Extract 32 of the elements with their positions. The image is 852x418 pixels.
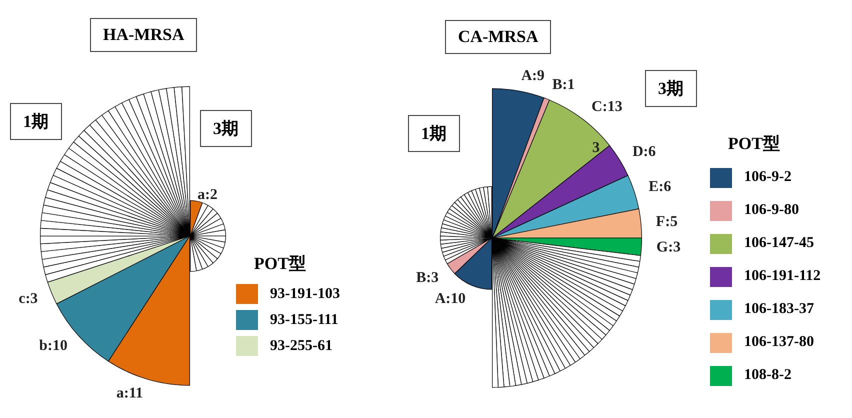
data-label: A:10	[434, 290, 466, 307]
data-label: a:11	[116, 386, 144, 402]
chart-title: HA-MRSA	[90, 18, 198, 52]
data-label: G:3	[656, 240, 681, 256]
text: 1期	[10, 103, 62, 140]
legend-label: 106-9-80	[744, 202, 799, 219]
legend-label: 108-8-2	[744, 367, 792, 384]
data-label: D:6	[632, 144, 656, 160]
legend-title: POT型	[254, 253, 307, 275]
data-label: B:3	[416, 270, 439, 286]
data-label: c:3	[18, 290, 38, 307]
legend-label: 106-137-80	[744, 334, 814, 351]
data-label: E:6	[648, 179, 672, 196]
legend-label: 106-191-112	[744, 268, 821, 285]
data-label: F:5	[656, 214, 678, 230]
data-label: A:9	[521, 68, 545, 84]
legend-label: 93-155-111	[270, 312, 338, 328]
legend-label: 106-183-37	[744, 301, 814, 318]
text: 3期	[645, 70, 696, 107]
chart-subtitle: 1期	[408, 115, 460, 152]
text: 3	[592, 140, 600, 156]
data-label: b:10	[39, 338, 68, 354]
legend-label: 93-255-61	[270, 338, 332, 354]
data-label: C:13	[592, 98, 622, 115]
legend-title: POT型	[728, 133, 781, 155]
legend-label: 106-9-2	[744, 169, 792, 186]
legend-label: 93-191-103	[270, 286, 340, 302]
data-label: a:2	[197, 187, 218, 204]
chart-title: CA-MRSA	[445, 20, 552, 54]
chart-subtitle: 3期	[200, 110, 252, 147]
data-label: B:1	[552, 76, 575, 93]
legend-label: 106-147-45	[744, 235, 814, 252]
